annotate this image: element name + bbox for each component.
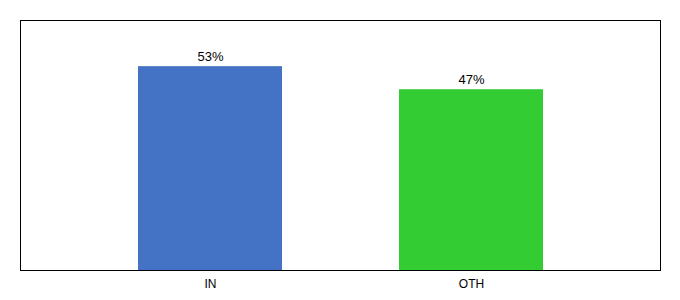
svg-text:53%: 53% [197,49,223,64]
svg-text:IN: IN [205,277,217,291]
svg-text:47%: 47% [458,72,484,87]
svg-text:OTH: OTH [459,277,484,291]
